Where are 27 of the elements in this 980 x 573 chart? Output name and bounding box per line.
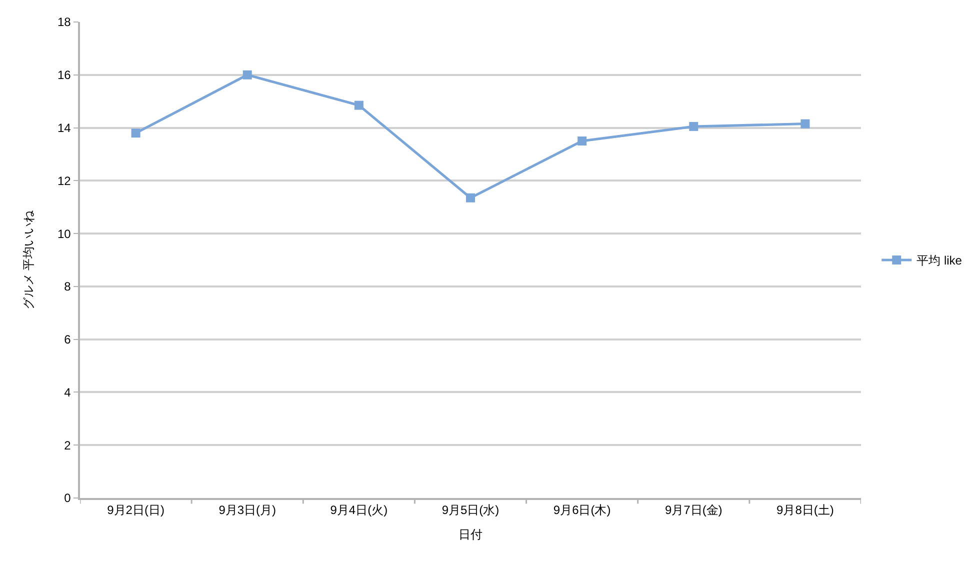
- x-tick-label: 9月4日(火): [330, 503, 388, 518]
- point: [689, 122, 698, 131]
- point: [354, 100, 364, 110]
- legend-label: 平均 like: [916, 254, 962, 268]
- y-tick-label: 0: [64, 491, 72, 506]
- x-tick-label: 9月5日(水): [442, 503, 500, 518]
- y-tick-label: 12: [57, 174, 72, 188]
- y-tick-label: 4: [64, 385, 72, 400]
- x-axis-title: 日付: [458, 528, 482, 542]
- y-tick-label: 2: [64, 438, 72, 452]
- point: [242, 70, 252, 80]
- y-tick-label: 16: [57, 68, 72, 82]
- y-tick-label: 6: [64, 332, 72, 347]
- y-axis-title: グルメ 平均いいね: [21, 209, 36, 310]
- y-tick-label: 10: [57, 226, 72, 241]
- y-tick-label: 14: [57, 120, 72, 135]
- point: [466, 193, 475, 202]
- x-tick-label: 9月2日(日): [107, 503, 164, 518]
- point: [578, 136, 587, 146]
- x-tick-label: 9月7日(金): [664, 503, 722, 518]
- point: [131, 128, 140, 138]
- y-tick-label: 8: [64, 280, 72, 294]
- x-tick-label: 9月8日(土): [776, 503, 834, 518]
- x-tick-label: 9月6日(木): [553, 503, 611, 518]
- x-tick-label: 9月3日(月): [218, 503, 276, 518]
- point: [800, 119, 810, 128]
- y-tick-label: 18: [57, 15, 72, 30]
